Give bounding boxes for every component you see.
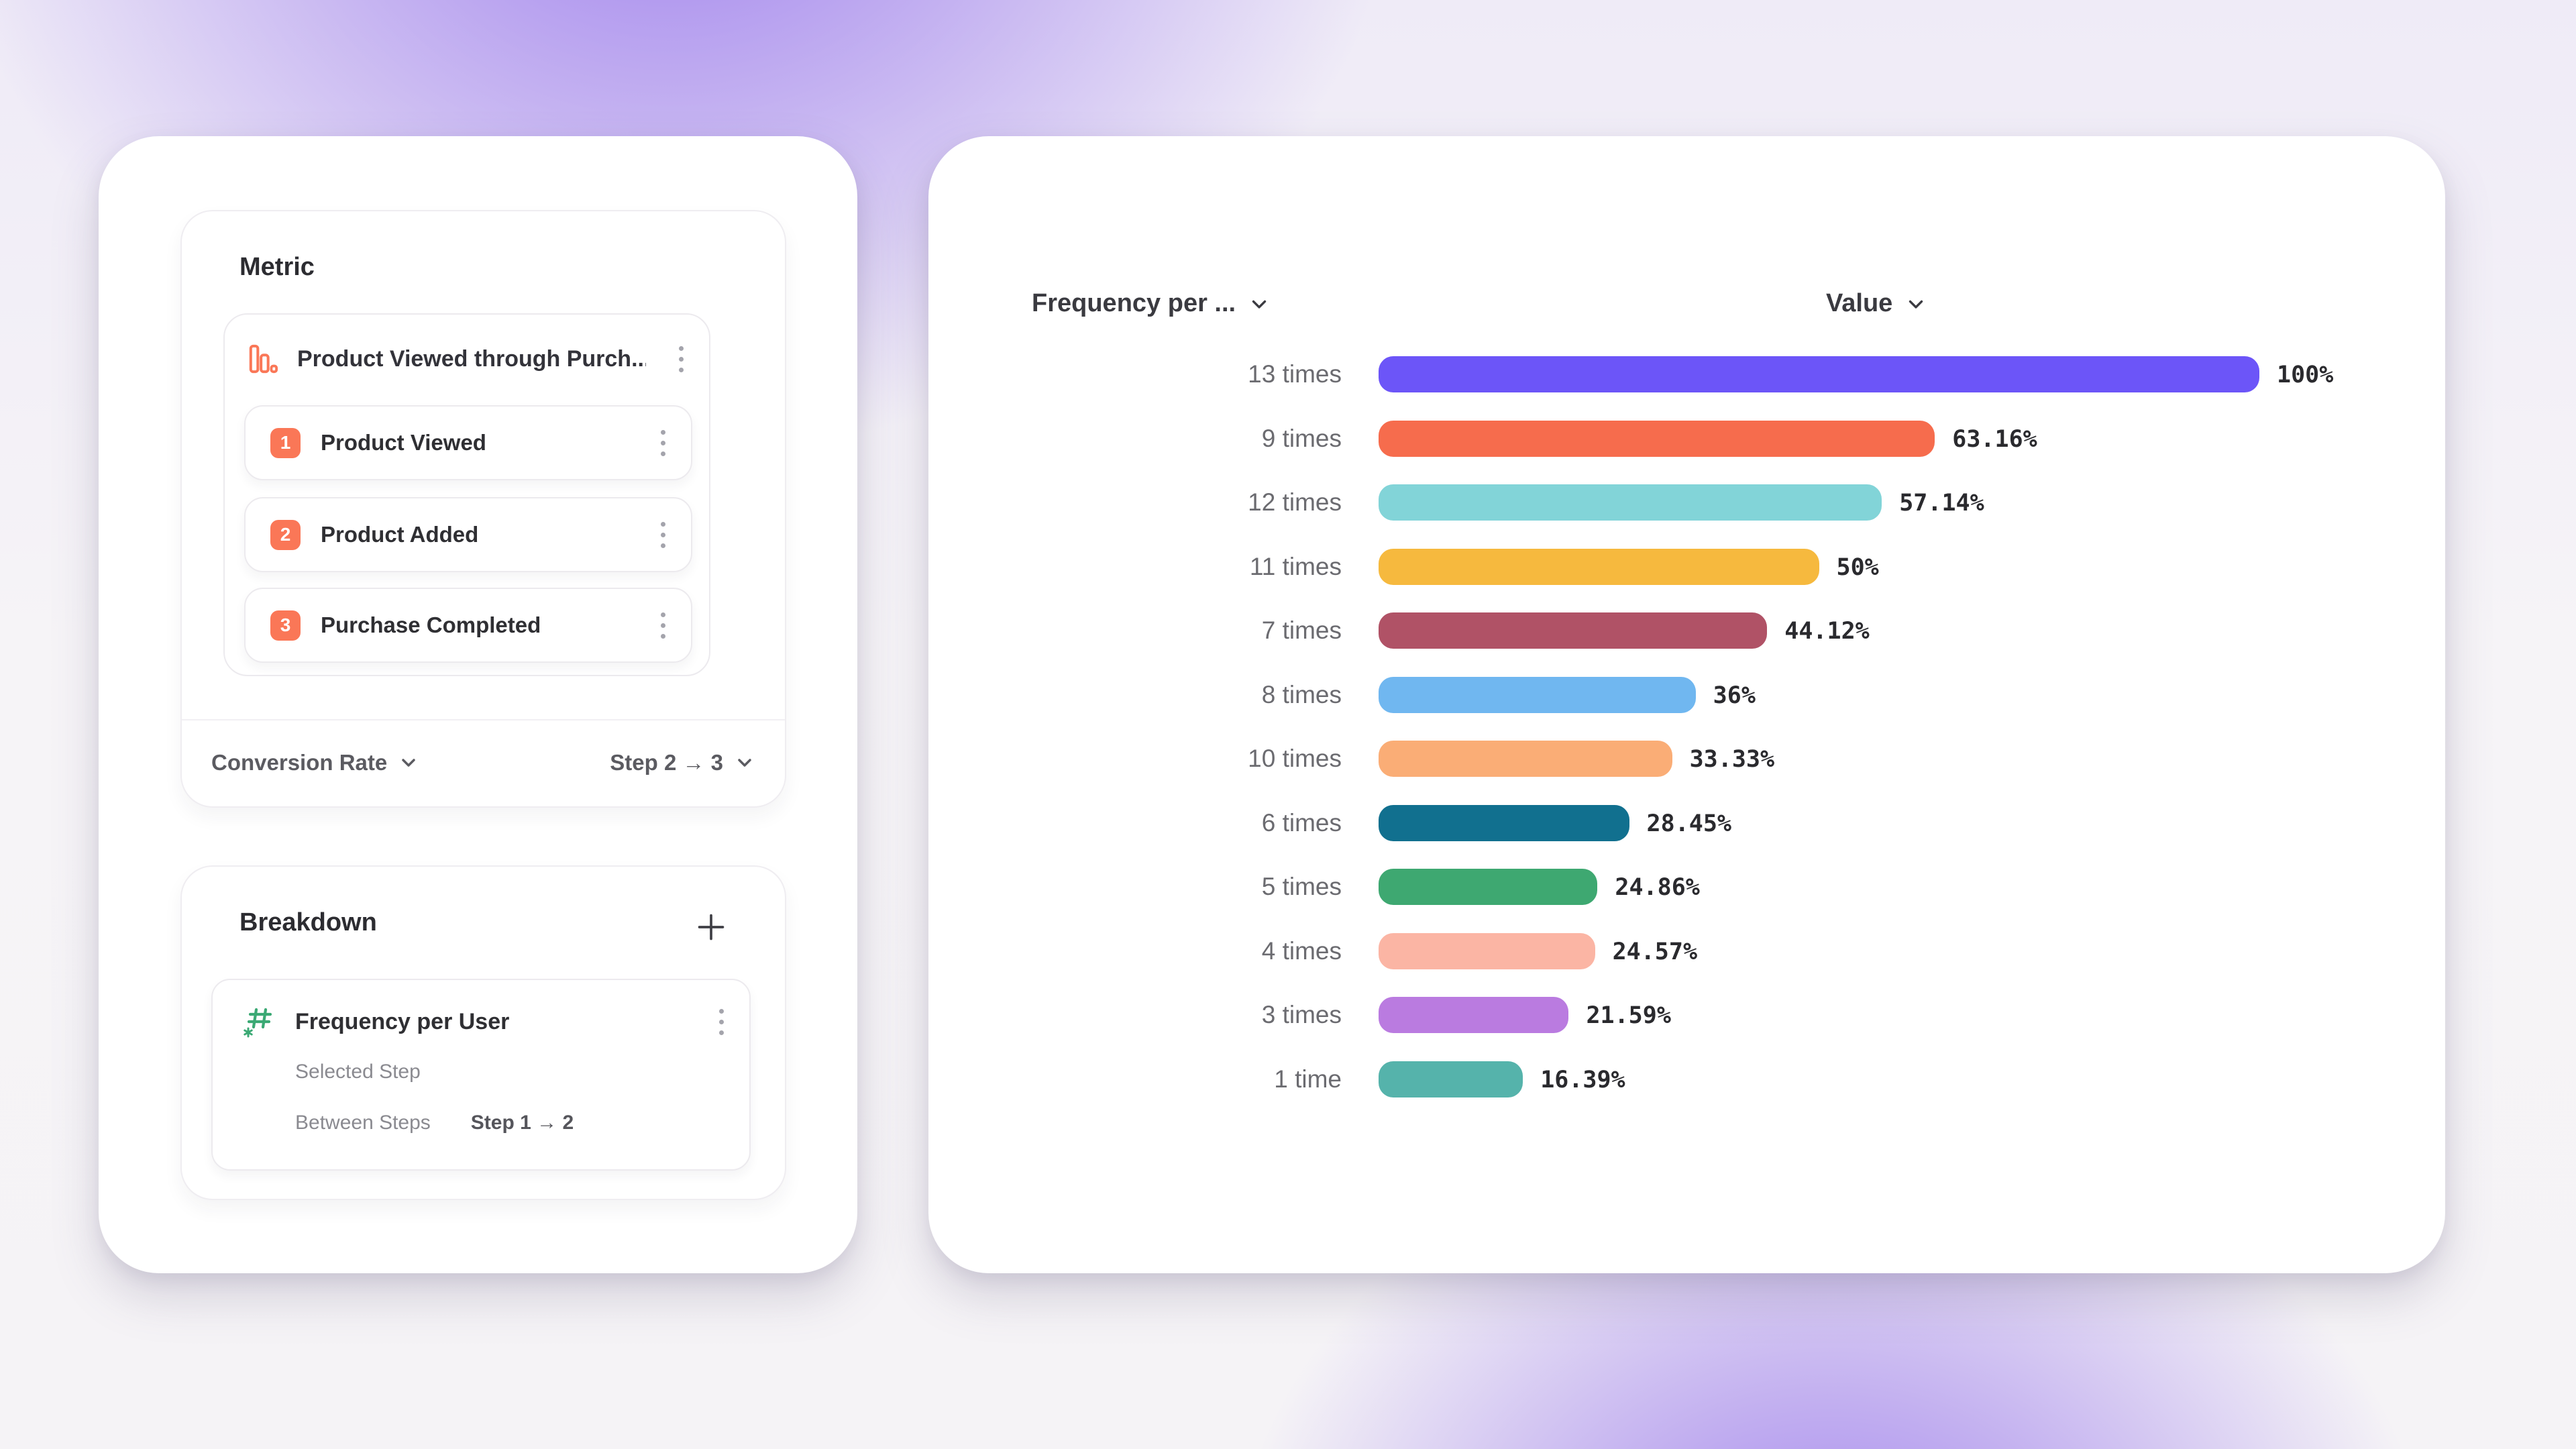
value-label: 63.16% (1952, 425, 2037, 453)
category-label: 10 times (1248, 745, 1342, 772)
frequency-column-dropdown[interactable]: Frequency per ... (1032, 289, 1271, 318)
chart-row: 4 times 24.57% (928, 932, 2445, 969)
divider (182, 719, 785, 720)
bar-segment[interactable] (1379, 1061, 1523, 1097)
funnel-metric-group: Product Viewed through Purch... 1 Produc… (223, 313, 710, 676)
value-label: 44.12% (1784, 618, 1870, 645)
category-label: 12 times (1248, 488, 1342, 516)
kebab-menu-icon[interactable] (661, 521, 665, 548)
category-label: 6 times (1261, 808, 1342, 837)
step-number-badge: 2 (270, 519, 301, 550)
funnel-metric-row[interactable]: Product Viewed through Purch... (225, 315, 709, 403)
bar-segment[interactable] (1379, 869, 1598, 905)
kebab-menu-icon[interactable] (719, 1008, 724, 1035)
chevron-down-icon (1248, 292, 1271, 315)
funnel-chart-icon (248, 343, 278, 374)
bar-segment[interactable] (1379, 420, 1935, 457)
step-label: Purchase Completed (321, 612, 541, 637)
chart-row: 7 times 44.12% (928, 612, 2445, 649)
selected-step-label: Selected Step (295, 1061, 421, 1083)
chart-row: 3 times 21.59% (928, 997, 2445, 1033)
value-label: 100% (2277, 362, 2334, 388)
between-steps-value: Step 1 → 2 (470, 1112, 574, 1134)
value-label: 28.45% (1646, 810, 1731, 837)
breakdown-section: Breakdown (180, 865, 786, 1200)
bar-chart: 13 times 100% 9 times 63.16% 12 times 57.14% 1… (928, 136, 2445, 1273)
value-label: 24.57% (1612, 938, 1698, 965)
chart-row: 9 times 63.16% (928, 420, 2445, 457)
funnel-metric-name: Product Viewed through Purch... (297, 345, 646, 372)
frequency-column-label: Frequency per ... (1032, 289, 1236, 317)
metric-footer: Conversion Rate Step 2 → 3 (182, 720, 785, 805)
value-label: 57.14% (1899, 490, 1984, 517)
bar-segment[interactable] (1379, 804, 1629, 841)
step-label: Product Added (321, 522, 479, 547)
step-number-badge: 3 (270, 610, 301, 641)
value-label: 21.59% (1586, 1002, 1671, 1029)
selected-step-row[interactable]: Selected Step (295, 1061, 421, 1083)
category-label: 8 times (1261, 680, 1342, 708)
breakdown-property-header: Frequency per User (213, 996, 749, 1047)
value-label: 50% (1836, 553, 1879, 581)
conversion-rate-dropdown[interactable]: Conversion Rate (211, 750, 419, 775)
funnel-step-3[interactable]: 3 Purchase Completed (244, 588, 692, 663)
chart-row: 12 times 57.14% (928, 484, 2445, 521)
bar-segment[interactable] (1379, 548, 1819, 585)
step-label: Product Viewed (321, 430, 486, 455)
step-range-label: Step 2 → 3 (610, 750, 723, 775)
chart-row: 13 times 100% (928, 356, 2445, 392)
numeric-property-icon (243, 1006, 275, 1038)
breakdown-section-title: Breakdown (239, 908, 377, 936)
value-label: 16.39% (1540, 1066, 1625, 1093)
chevron-down-icon (1904, 292, 1927, 315)
breakdown-property-name: Frequency per User (295, 1008, 510, 1034)
chart-row: 8 times 36% (928, 676, 2445, 713)
chart-row: 5 times 24.86% (928, 869, 2445, 905)
bar-segment[interactable] (1379, 484, 1882, 521)
query-builder-panel: Metric Product Viewed through Purch... 1 (99, 136, 857, 1273)
step-range-dropdown[interactable]: Step 2 → 3 (610, 750, 755, 775)
chart-row: 10 times 33.33% (928, 741, 2445, 777)
category-label: 7 times (1261, 616, 1342, 644)
chevron-down-icon (398, 752, 419, 773)
chart-row: 6 times 28.45% (928, 804, 2445, 841)
metric-section-title: Metric (239, 253, 315, 281)
breakdown-property-card[interactable]: Frequency per User Selected Step Between… (211, 979, 751, 1171)
category-label: 13 times (1248, 360, 1342, 388)
bar-segment[interactable] (1379, 612, 1768, 649)
value-column-dropdown[interactable]: Value (1826, 289, 1927, 318)
category-label: 11 times (1249, 552, 1342, 580)
kebab-menu-icon[interactable] (661, 612, 665, 639)
funnel-step-2[interactable]: 2 Product Added (244, 497, 692, 572)
kebab-menu-icon[interactable] (679, 345, 684, 372)
value-label: 33.33% (1689, 746, 1775, 773)
category-label: 5 times (1261, 873, 1342, 900)
bar-segment[interactable] (1379, 356, 2259, 392)
category-label: 1 time (1274, 1065, 1342, 1093)
conversion-rate-label: Conversion Rate (211, 750, 388, 775)
bar-segment[interactable] (1379, 932, 1595, 969)
funnel-step-1[interactable]: 1 Product Viewed (244, 405, 692, 480)
between-steps-row[interactable]: Between Steps Step 1 → 2 (295, 1112, 574, 1134)
add-breakdown-button[interactable] (695, 911, 727, 943)
bar-segment[interactable] (1379, 676, 1696, 713)
value-column-label: Value (1826, 289, 1893, 317)
between-steps-label: Between Steps (295, 1112, 431, 1134)
metric-section: Metric Product Viewed through Purch... 1 (180, 210, 786, 808)
chart-panel: Frequency per ... Value 13 times 100% 9 ti… (928, 136, 2445, 1273)
value-label: 24.86% (1615, 874, 1700, 901)
chart-row: 11 times 50% (928, 548, 2445, 585)
kebab-menu-icon[interactable] (661, 429, 665, 456)
chart-row: 1 time 16.39% (928, 1061, 2445, 1097)
category-label: 9 times (1261, 424, 1342, 452)
bar-segment[interactable] (1379, 997, 1569, 1033)
value-label: 36% (1713, 682, 1756, 709)
bar-segment[interactable] (1379, 741, 1672, 777)
category-label: 3 times (1261, 1001, 1342, 1028)
chevron-down-icon (734, 752, 755, 773)
category-label: 4 times (1261, 936, 1342, 965)
step-number-badge: 1 (270, 427, 301, 458)
